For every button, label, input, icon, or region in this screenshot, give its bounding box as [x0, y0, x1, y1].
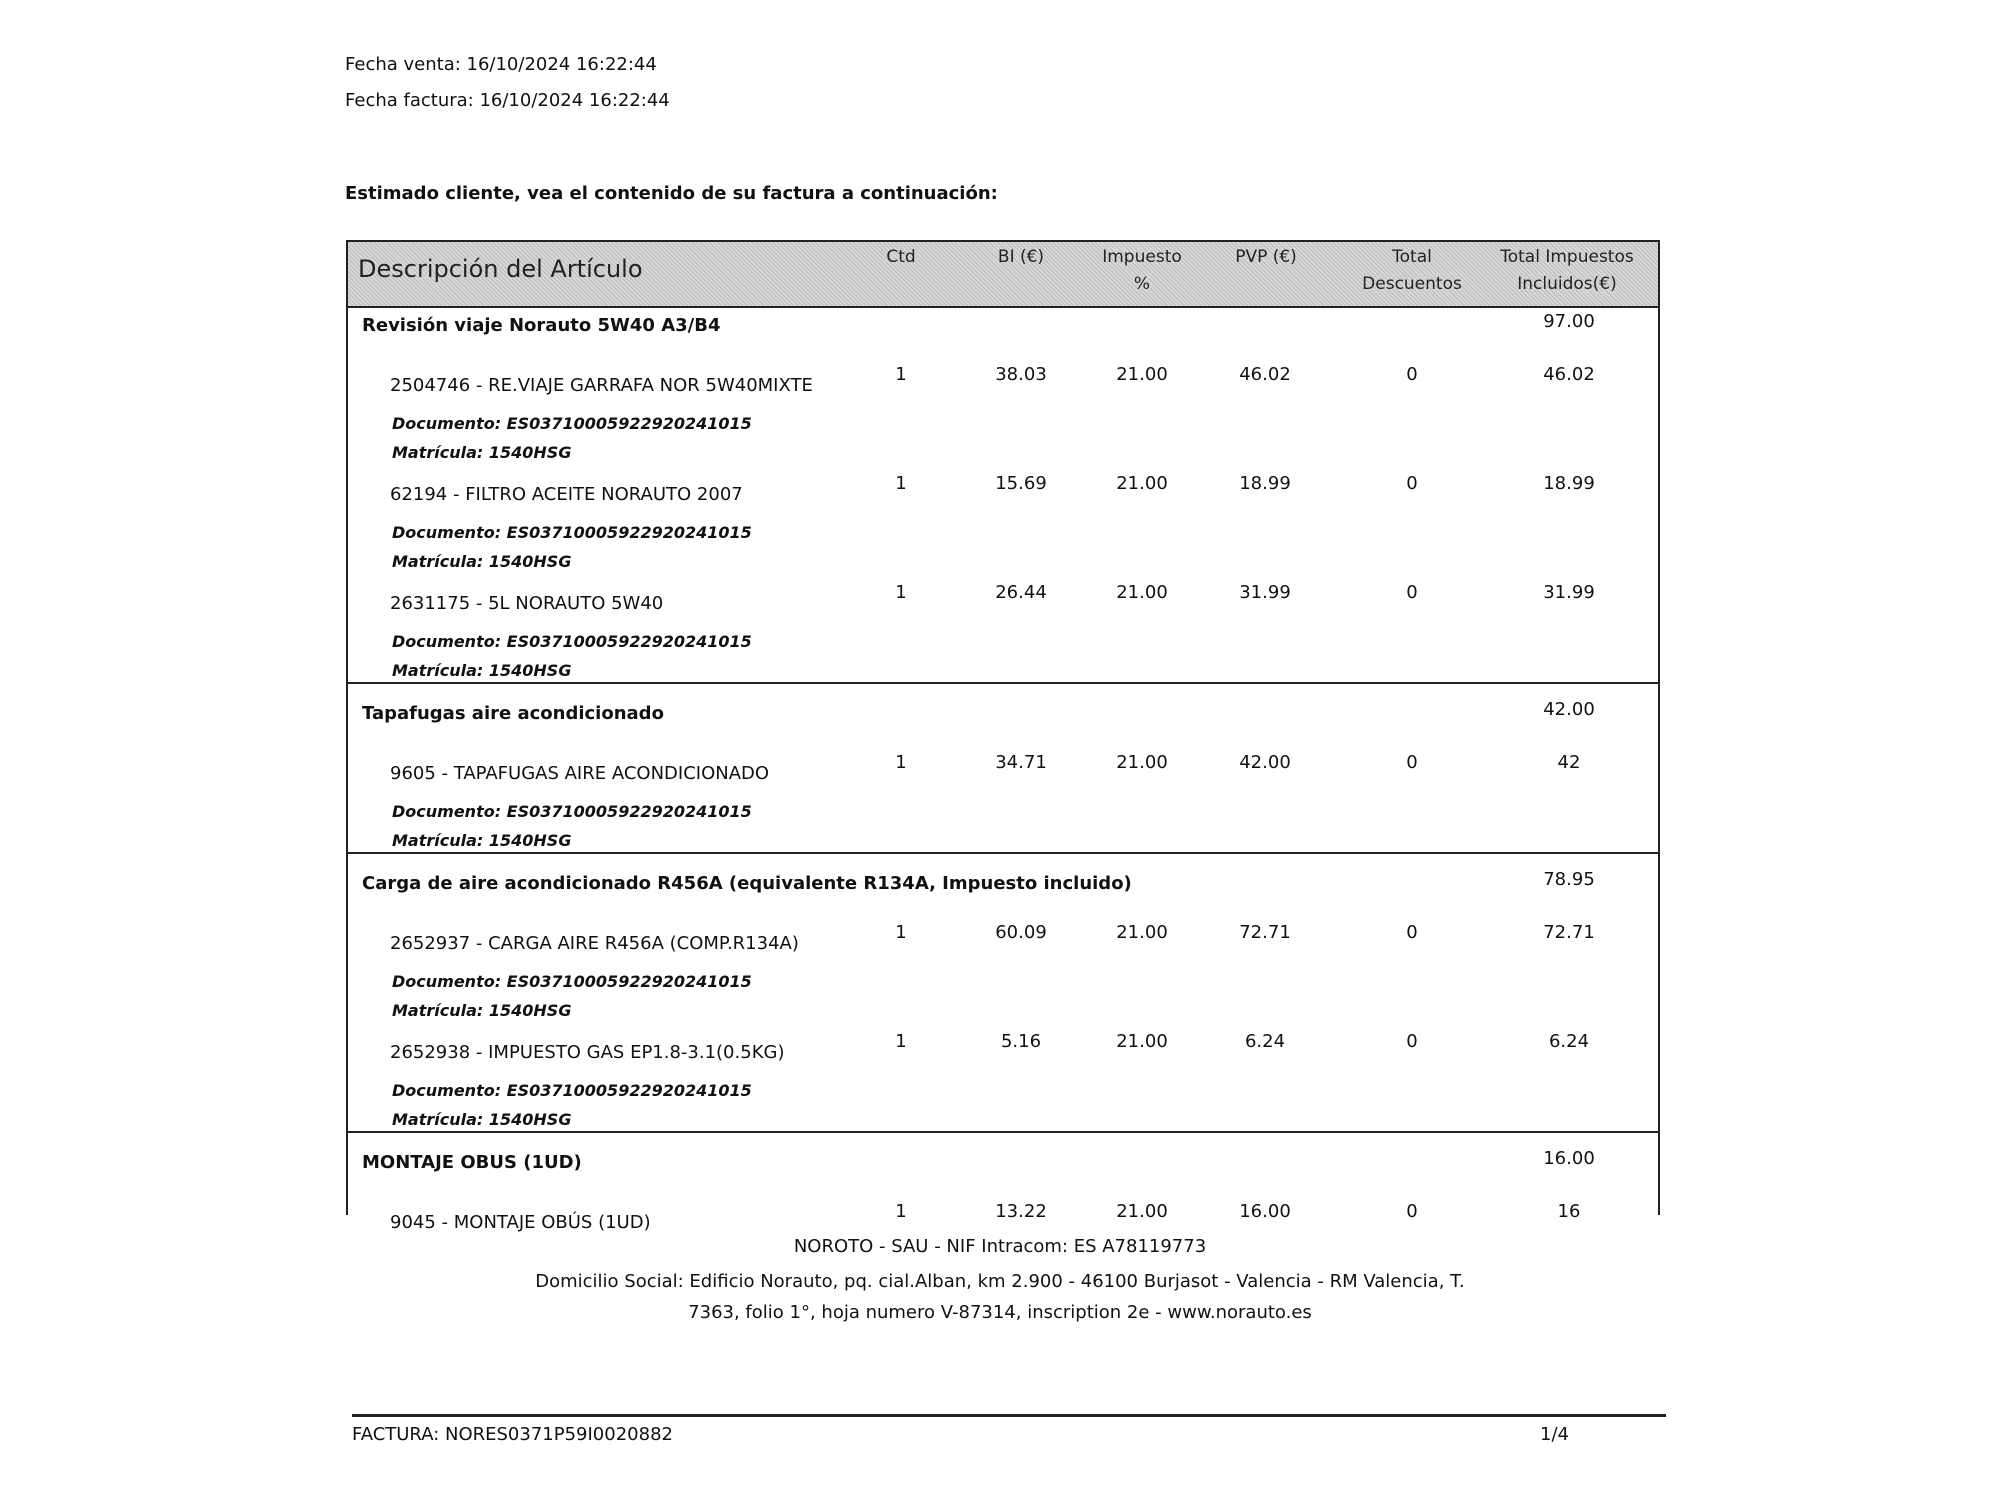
item-total: 46.02 [1543, 364, 1595, 385]
item-documento: Documento: ES03710005922920241015 [392, 523, 752, 542]
item-documento: Documento: ES03710005922920241015 [392, 802, 752, 821]
group-separator [348, 852, 1658, 854]
item-description: 2652937 - CARGA AIRE R456A (COMP.R134A) [390, 933, 799, 954]
item-matricula: Matrícula: 1540HSG [392, 552, 572, 571]
table-header: Descripción del Artículo Ctd BI (€) Impu… [348, 242, 1658, 308]
item-description: 9045 - MONTAJE OBÚS (1UD) [390, 1212, 651, 1233]
item-imp: 21.00 [1116, 922, 1168, 943]
invoice-table: Descripción del Artículo Ctd BI (€) Impu… [346, 240, 1660, 1233]
item-documento: Documento: ES03710005922920241015 [392, 972, 752, 991]
item-description: 62194 - FILTRO ACEITE NORAUTO 2007 [390, 484, 743, 505]
item-bi: 26.44 [995, 582, 1047, 603]
item-pvp: 42.00 [1239, 752, 1291, 773]
item-imp: 21.00 [1116, 1201, 1168, 1222]
item-pvp: 72.71 [1239, 922, 1291, 943]
item-description: 2504746 - RE.VIAJE GARRAFA NOR 5W40MIXTE [390, 375, 813, 396]
col-pvp: PVP (€) [1235, 247, 1297, 267]
item-pvp: 18.99 [1239, 473, 1291, 494]
item-pvp: 16.00 [1239, 1201, 1291, 1222]
item-ctd: 1 [895, 473, 907, 494]
item-bi: 38.03 [995, 364, 1047, 385]
item-documento: Documento: ES03710005922920241015 [392, 1081, 752, 1100]
address-line-1: Domicilio Social: Edificio Norauto, pq. … [535, 1271, 1465, 1292]
item-total: 6.24 [1548, 1031, 1590, 1052]
group-separator [348, 682, 1658, 684]
item-desc-total: 0 [1406, 364, 1418, 385]
item-description: 9605 - TAPAFUGAS AIRE ACONDICIONADO [390, 763, 770, 784]
item-total: 42 [1557, 752, 1581, 773]
group-title: Tapafugas aire acondicionado [362, 703, 664, 724]
item-documento: Documento: ES03710005922920241015 [392, 632, 752, 651]
invoice-number: FACTURA: NORES0371P59I0020882 [352, 1424, 673, 1445]
item-pvp: 6.24 [1244, 1031, 1286, 1052]
item-bi: 13.22 [995, 1201, 1047, 1222]
page-number: 1/4 [1540, 1424, 1569, 1445]
item-description: 2631175 - 5L NORAUTO 5W40 [390, 593, 664, 614]
item-total: 16 [1557, 1201, 1581, 1222]
group-total: 78.95 [1543, 869, 1595, 890]
group-total: 97.00 [1543, 311, 1595, 332]
item-bi: 5.16 [1000, 1031, 1042, 1052]
item-pvp: 46.02 [1239, 364, 1291, 385]
item-imp: 21.00 [1116, 1031, 1168, 1052]
item-ctd: 1 [895, 1031, 907, 1052]
item-documento: Documento: ES03710005922920241015 [392, 414, 752, 433]
intro-text: Estimado cliente, vea el contenido de su… [345, 183, 998, 204]
col-descuentos: Total Descuentos [1362, 247, 1462, 294]
item-matricula: Matrícula: 1540HSG [392, 1110, 572, 1129]
item-bi: 34.71 [995, 752, 1047, 773]
footer-divider [352, 1414, 1666, 1417]
group-total: 42.00 [1543, 699, 1595, 720]
item-ctd: 1 [895, 752, 907, 773]
item-ctd: 1 [895, 582, 907, 603]
item-desc-total: 0 [1406, 922, 1418, 943]
item-pvp: 31.99 [1239, 582, 1291, 603]
item-ctd: 1 [895, 1201, 907, 1222]
item-imp: 21.00 [1116, 752, 1168, 773]
company-info: NOROTO - SAU - NIF Intracom: ES A7811977… [793, 1236, 1207, 1257]
item-desc-total: 0 [1406, 752, 1418, 773]
group-separator [348, 1131, 1658, 1133]
item-matricula: Matrícula: 1540HSG [392, 831, 572, 850]
col-total: Total Impuestos Incluidos(€) [1500, 247, 1634, 294]
item-total: 72.71 [1543, 922, 1595, 943]
group-title: MONTAJE OBUS (1UD) [362, 1152, 582, 1173]
item-matricula: Matrícula: 1540HSG [392, 1001, 572, 1020]
item-imp: 21.00 [1116, 582, 1168, 603]
col-description: Descripción del Artículo [358, 255, 643, 283]
group-title: Revisión viaje Norauto 5W40 A3/B4 [362, 315, 721, 336]
item-ctd: 1 [895, 364, 907, 385]
group-total: 16.00 [1543, 1148, 1595, 1169]
item-ctd: 1 [895, 922, 907, 943]
item-matricula: Matrícula: 1540HSG [392, 443, 572, 462]
group-title: Carga de aire acondicionado R456A (equiv… [362, 873, 1132, 894]
col-ctd: Ctd [886, 247, 916, 267]
fecha-factura: Fecha factura: 16/10/2024 16:22:44 [345, 90, 670, 111]
col-bi: BI (€) [997, 247, 1045, 267]
item-desc-total: 0 [1406, 1201, 1418, 1222]
item-total: 18.99 [1543, 473, 1595, 494]
item-imp: 21.00 [1116, 473, 1168, 494]
item-desc-total: 0 [1406, 582, 1418, 603]
item-total: 31.99 [1543, 582, 1595, 603]
item-desc-total: 0 [1406, 1031, 1418, 1052]
item-imp: 21.00 [1116, 364, 1168, 385]
col-impuesto: Impuesto % [1102, 247, 1182, 294]
item-description: 2652938 - IMPUESTO GAS EP1.8-3.1(0.5KG) [390, 1042, 785, 1063]
item-bi: 15.69 [995, 473, 1047, 494]
item-bi: 60.09 [995, 922, 1047, 943]
item-matricula: Matrícula: 1540HSG [392, 661, 572, 680]
item-desc-total: 0 [1406, 473, 1418, 494]
fecha-venta: Fecha venta: 16/10/2024 16:22:44 [345, 54, 657, 75]
address-line-2: 7363, folio 1°, hoja numero V-87314, ins… [688, 1302, 1312, 1323]
